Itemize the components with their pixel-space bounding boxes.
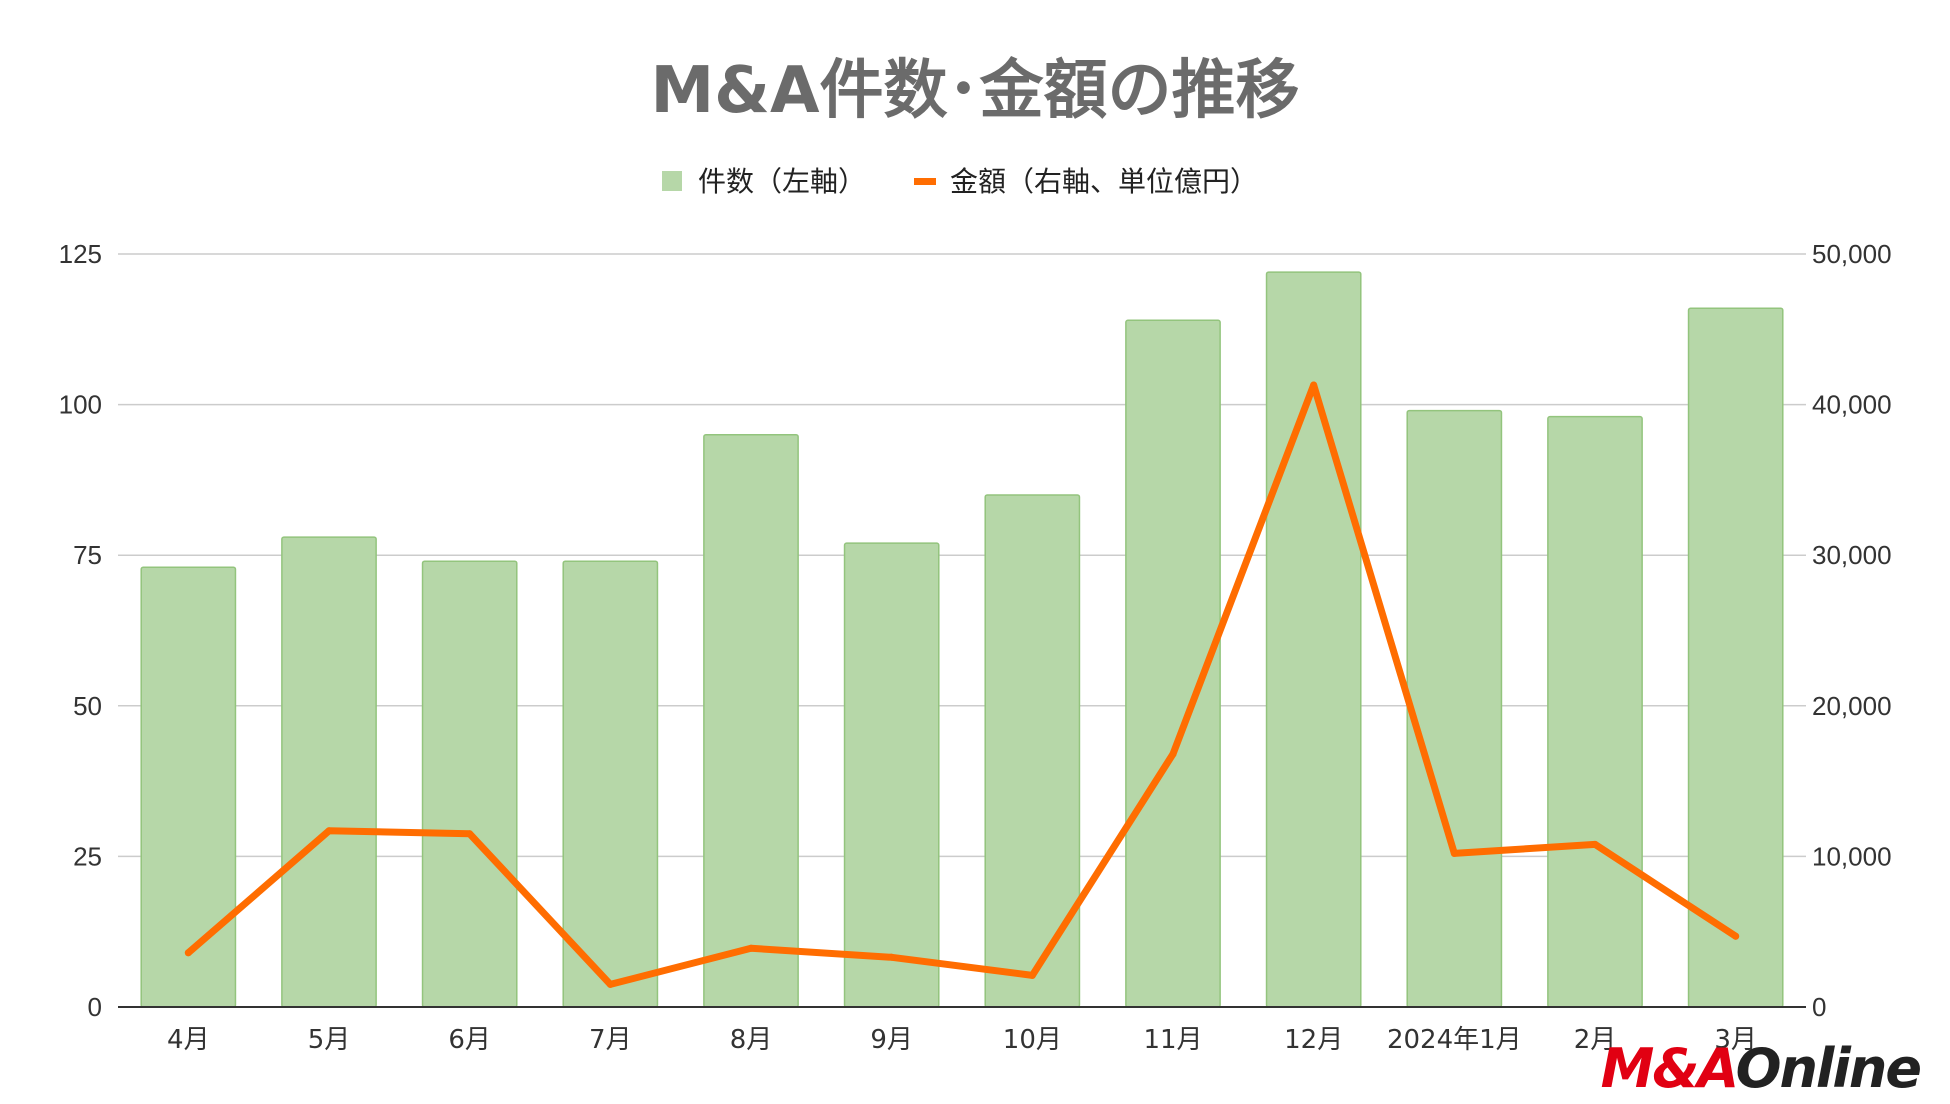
bar <box>140 566 237 1008</box>
x-tick-label: 9月 <box>870 1025 913 1055</box>
bar-series <box>140 271 1784 1008</box>
y-left-tick-label: 125 <box>59 239 102 269</box>
x-tick-label: 4月 <box>167 1025 210 1055</box>
y-right-tick-label: 0 <box>1812 992 1826 1022</box>
legend-bar-swatch <box>662 171 682 191</box>
x-tick-label: 2月 <box>1574 1025 1617 1055</box>
line-point <box>606 980 614 988</box>
y-left-tick-label: 75 <box>73 540 102 570</box>
y-right-tick-label: 50,000 <box>1812 239 1892 269</box>
logo-part-online: Online <box>1735 1037 1922 1100</box>
y-right-tick-label: 20,000 <box>1812 691 1892 721</box>
bar <box>984 494 1081 1008</box>
y-left-tick-label: 0 <box>88 992 102 1022</box>
bar <box>843 542 940 1008</box>
x-tick-label: 7月 <box>589 1025 632 1055</box>
legend: 件数（左軸） 金額（右軸、単位億円） <box>662 165 1258 198</box>
y-left-tick-label: 50 <box>73 691 102 721</box>
line-point <box>888 953 896 961</box>
y-right-tick-label: 40,000 <box>1812 390 1892 420</box>
bar <box>281 536 377 1008</box>
line-series <box>184 381 1740 988</box>
x-tick-label: 8月 <box>730 1025 773 1055</box>
y-right-tick-label: 10,000 <box>1812 841 1892 871</box>
line-point <box>747 944 755 952</box>
line-point <box>1169 750 1177 758</box>
bar <box>1687 307 1784 1008</box>
axes: 0 25 50 75 100 125 0 10,000 20,000 30,000 40,000 50… <box>59 239 1892 1055</box>
x-tick-label: 3月 <box>1714 1025 1757 1055</box>
chart-title: M&A件数･金額の推移 <box>650 54 1299 128</box>
line-point <box>184 949 192 957</box>
bar <box>1547 415 1643 1008</box>
y-left-tick-label: 100 <box>59 390 102 420</box>
brand-logo: M&AOnline <box>1601 1042 1922 1096</box>
bar <box>703 433 799 1008</box>
y-left-tick-label: 25 <box>73 841 102 871</box>
x-tick-label: 11月 <box>1143 1025 1202 1055</box>
x-tick-label: 6月 <box>448 1025 491 1055</box>
line-point <box>325 827 333 835</box>
x-tick-label: 5月 <box>308 1025 351 1055</box>
bar <box>421 560 518 1008</box>
line-point <box>1450 849 1458 857</box>
line-path <box>184 381 1740 988</box>
line-point <box>1591 840 1599 848</box>
line-point <box>466 830 474 838</box>
gridlines <box>118 253 1806 858</box>
line-point <box>1732 932 1740 940</box>
x-tick-label: 12月 <box>1284 1025 1343 1055</box>
x-tick-label: 10月 <box>1003 1025 1062 1055</box>
legend-bar-label: 件数（左軸） <box>698 165 866 198</box>
logo-part-ma: M&A <box>1600 1037 1738 1100</box>
line-point <box>1028 971 1036 979</box>
legend-line-label: 金額（右軸、単位億円） <box>950 165 1258 198</box>
bar <box>562 560 659 1008</box>
bar <box>1406 409 1503 1008</box>
legend-line-swatch <box>914 178 936 185</box>
line-point <box>1310 381 1318 389</box>
y-right-tick-label: 30,000 <box>1812 540 1892 570</box>
x-tick-label: 2024年1月 <box>1387 1025 1522 1055</box>
